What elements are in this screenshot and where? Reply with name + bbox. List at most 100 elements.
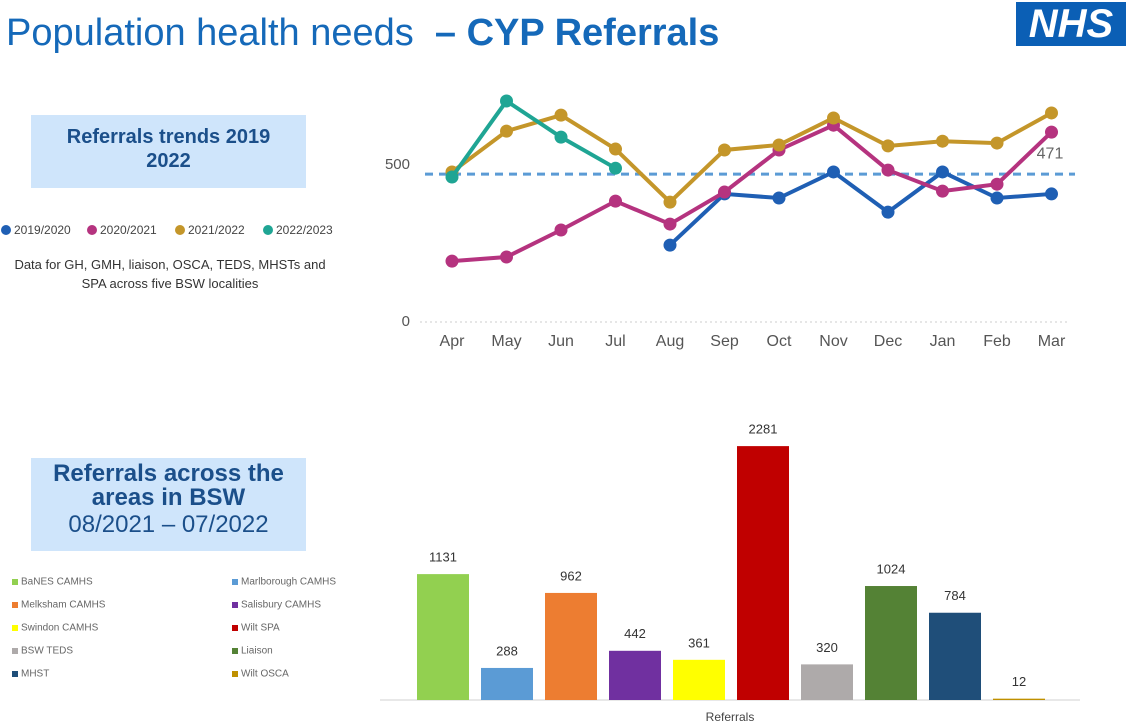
point <box>445 170 459 184</box>
point <box>881 163 895 177</box>
bar <box>545 592 597 700</box>
bar-label: 2281 <box>749 422 778 437</box>
bar-label: 1024 <box>877 561 906 576</box>
x-tick-label: Feb <box>983 333 1011 350</box>
title-main: Population health needs <box>6 12 414 54</box>
point <box>609 161 622 175</box>
point <box>936 184 949 198</box>
legend-label: Wilt OSCA <box>241 669 289 680</box>
point <box>1045 187 1058 201</box>
bar-label: 962 <box>560 568 582 583</box>
x-tick-label: Mar <box>1038 333 1066 350</box>
legend-label: Melksham CAMHS <box>21 600 106 611</box>
bar-label: 442 <box>624 626 646 641</box>
point <box>663 195 677 209</box>
point <box>990 177 1004 191</box>
point <box>772 138 786 152</box>
legend-label: 2020/2021 <box>100 223 157 237</box>
trend-box-title: Referrals trends 2019 2022 <box>66 126 271 172</box>
legend-label: MHST <box>21 669 49 680</box>
reference-label: 471 <box>1037 145 1064 162</box>
point <box>990 191 1004 205</box>
y-tick-label: 500 <box>385 156 410 173</box>
slide-title: Population health needs – CYP Referrals <box>6 12 719 55</box>
x-tick-label: Nov <box>819 333 847 350</box>
point <box>718 185 731 199</box>
point <box>936 134 949 148</box>
bar <box>801 664 853 700</box>
x-tick-label: Aug <box>656 333 684 350</box>
series-line <box>450 98 617 179</box>
legend-label: BaNES CAMHS <box>21 577 93 588</box>
bar-label: 320 <box>816 640 838 655</box>
bar <box>929 612 981 700</box>
bar <box>865 586 917 700</box>
bar-label: 288 <box>496 643 518 658</box>
point <box>936 165 949 179</box>
bar <box>417 574 469 700</box>
bar <box>993 698 1045 700</box>
point <box>663 217 677 231</box>
legend-label: Swindon CAMHS <box>21 623 99 634</box>
bar-label: 784 <box>944 588 966 603</box>
bar-label: 12 <box>1012 674 1026 689</box>
point <box>554 130 568 144</box>
legend-label: Liaison <box>241 646 273 657</box>
trend-box: Referrals trends 2019 2022 <box>31 115 306 188</box>
bar <box>673 659 725 700</box>
legend-swatch <box>232 671 238 677</box>
x-tick-label: Jul <box>605 333 625 350</box>
bar <box>609 650 661 700</box>
legend-dot <box>87 225 97 235</box>
series-line <box>450 111 1053 205</box>
legend-swatch <box>12 625 18 631</box>
legend-label: Wilt SPA <box>241 623 280 634</box>
point <box>500 124 513 138</box>
x-tick-label: Jun <box>548 333 574 350</box>
point <box>445 254 459 268</box>
legend-label: Marlborough CAMHS <box>241 577 336 588</box>
x-tick-label: Jan <box>930 333 956 350</box>
x-tick-label: May <box>491 333 521 350</box>
series-line <box>668 169 1052 247</box>
legend-swatch <box>12 602 18 608</box>
x-axis-label: Referrals <box>706 710 755 724</box>
legend-label: Salisbury CAMHS <box>241 600 321 611</box>
x-tick-label: Dec <box>874 333 902 350</box>
point <box>609 194 622 208</box>
point <box>1045 106 1058 120</box>
point <box>554 108 568 122</box>
point <box>1045 125 1058 139</box>
legend-swatch <box>232 579 238 585</box>
legend-label: 2021/2022 <box>188 223 245 237</box>
nhs-logo: NHS <box>1016 2 1126 46</box>
areas-box-title: Referrals across the areas in BSW <box>53 460 284 511</box>
point <box>881 139 895 153</box>
x-tick-label: Oct <box>767 333 792 350</box>
trend-note: Data for GH, GMH, liaison, OSCA, TEDS, M… <box>14 257 326 291</box>
point <box>500 250 513 264</box>
point <box>881 205 895 219</box>
areas-box: Referrals across the areas in BSW 08/202… <box>31 458 306 551</box>
point <box>663 238 677 252</box>
bar-label: 361 <box>688 635 710 650</box>
legend-dot <box>263 225 273 235</box>
bar <box>737 446 789 700</box>
legend-dot <box>1 225 11 235</box>
point <box>827 165 840 179</box>
x-tick-label: Apr <box>440 333 466 350</box>
point <box>554 223 568 237</box>
y-tick-label: 0 <box>402 313 410 330</box>
title-emphasis: – CYP Referrals <box>434 12 720 54</box>
x-tick-label: Sep <box>710 333 739 350</box>
legend-swatch <box>232 648 238 654</box>
legend-swatch <box>12 671 18 677</box>
legend-label: 2022/2023 <box>276 223 333 237</box>
point <box>609 142 622 156</box>
point <box>718 143 731 157</box>
point <box>990 136 1004 150</box>
bar-label: 1131 <box>429 550 457 565</box>
legend-dot <box>175 225 185 235</box>
